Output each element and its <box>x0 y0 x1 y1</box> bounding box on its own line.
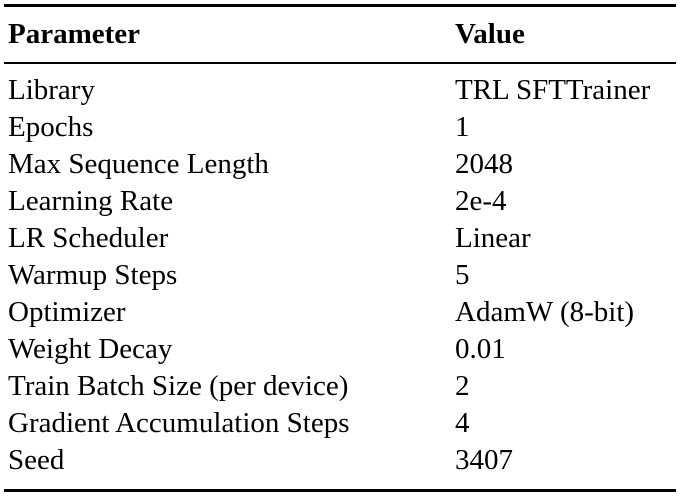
header-rule <box>4 62 676 64</box>
value-cell: 2048 <box>455 148 513 180</box>
header-value: Value <box>455 18 525 50</box>
parameter-cell: Library <box>8 74 95 106</box>
value-cell: 1 <box>455 111 470 143</box>
value-cell: 2 <box>455 370 470 402</box>
value-cell: AdamW (8-bit) <box>455 296 635 328</box>
table-row: Library TRL SFTTrainer <box>4 72 676 109</box>
table-row: Train Batch Size (per device) 2 <box>4 368 676 405</box>
top-rule <box>4 4 676 7</box>
table-row: Seed 3407 <box>4 442 676 479</box>
parameter-cell: Warmup Steps <box>8 259 178 291</box>
parameter-cell: Epochs <box>8 111 94 143</box>
table-row: LR Scheduler Linear <box>4 220 676 257</box>
table-row: Warmup Steps 5 <box>4 257 676 294</box>
parameter-cell: Train Batch Size (per device) <box>8 370 349 402</box>
value-cell: 4 <box>455 407 470 439</box>
parameter-cell: LR Scheduler <box>8 222 169 254</box>
table-row: Learning Rate 2e-4 <box>4 183 676 220</box>
hyperparameter-table: Parameter Value Library TRL SFTTrainer E… <box>4 4 676 492</box>
parameter-cell: Optimizer <box>8 296 126 328</box>
table-row: Max Sequence Length 2048 <box>4 146 676 183</box>
parameter-cell: Max Sequence Length <box>8 148 269 180</box>
value-cell: 2e-4 <box>455 185 507 217</box>
parameter-cell: Weight Decay <box>8 333 173 365</box>
value-cell: 0.01 <box>455 333 506 365</box>
table-row: Gradient Accumulation Steps 4 <box>4 405 676 442</box>
parameter-cell: Learning Rate <box>8 185 174 217</box>
value-cell: TRL SFTTrainer <box>455 74 651 106</box>
table-row: Weight Decay 0.01 <box>4 331 676 368</box>
value-cell: 5 <box>455 259 470 291</box>
parameter-cell: Seed <box>8 444 65 476</box>
header-row: Parameter Value <box>4 7 676 62</box>
table-row: Epochs 1 <box>4 109 676 146</box>
table-body: Library TRL SFTTrainer Epochs 1 Max Sequ… <box>4 64 676 489</box>
table-row: Optimizer AdamW (8-bit) <box>4 294 676 331</box>
value-cell: 3407 <box>455 444 513 476</box>
bottom-rule <box>4 489 676 492</box>
value-cell: Linear <box>455 222 531 254</box>
parameter-cell: Gradient Accumulation Steps <box>8 407 350 439</box>
header-parameter: Parameter <box>8 18 141 50</box>
